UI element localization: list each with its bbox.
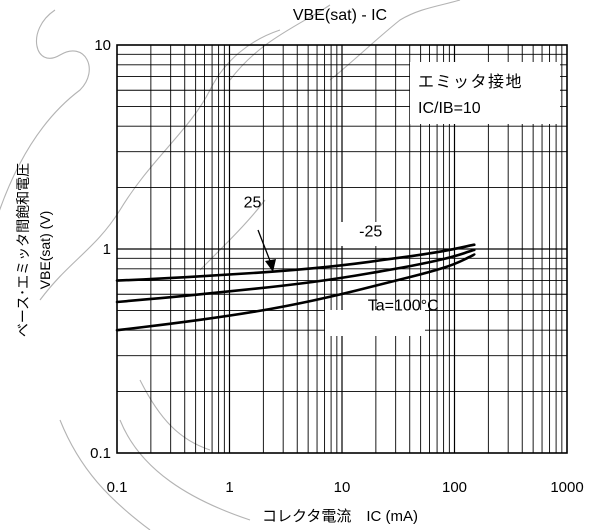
x-tick-label: 0.1 xyxy=(107,479,128,496)
y-axis-label-line1: ベース･エミッタ間飽和電圧 xyxy=(15,163,31,337)
x-tick-label: 1000 xyxy=(550,479,583,496)
legend-line2: IC/IB=10 xyxy=(418,100,481,117)
series-line-ta100c xyxy=(115,253,476,332)
annotation--25: -25 xyxy=(359,224,382,241)
annotation-bg-100 xyxy=(325,310,425,336)
legend-line1: エミッタ接地 xyxy=(418,73,523,91)
y-tick-label: 10 xyxy=(94,37,111,54)
x-tick-label: 10 xyxy=(334,479,351,496)
plot-frame xyxy=(116,44,568,454)
chart-title: VBE(sat) - IC xyxy=(293,7,387,24)
annotation-arrowhead-25 xyxy=(265,259,276,272)
y-axis-label-line2: VBE(sat) (V) xyxy=(37,211,53,290)
annotation-bg-neg25 xyxy=(340,222,392,246)
y-tick-label: 0.1 xyxy=(90,445,111,462)
x-tick-label: 1 xyxy=(225,479,233,496)
series-layer xyxy=(115,243,476,332)
grid xyxy=(117,45,567,453)
annotation-layer: 25 -25 Ta=100°C xyxy=(244,194,439,314)
plot-area xyxy=(115,44,568,454)
annotation-ta100c: Ta=100°C xyxy=(368,297,439,314)
y-tick-label: 1 xyxy=(103,241,111,258)
x-axis-label: コレクタ電流 IC (mA) xyxy=(262,508,418,525)
series-line--25 xyxy=(115,248,476,304)
annotation-arrow-25 xyxy=(257,229,273,267)
series-line-25 xyxy=(115,243,476,282)
x-tick-label: 100 xyxy=(442,479,467,496)
annotation-25: 25 xyxy=(244,194,262,211)
legend-box xyxy=(410,62,560,124)
x-tick-labels: 0.1 1 10 100 1000 xyxy=(107,479,584,496)
y-tick-labels: 0.1 1 10 xyxy=(90,37,111,462)
